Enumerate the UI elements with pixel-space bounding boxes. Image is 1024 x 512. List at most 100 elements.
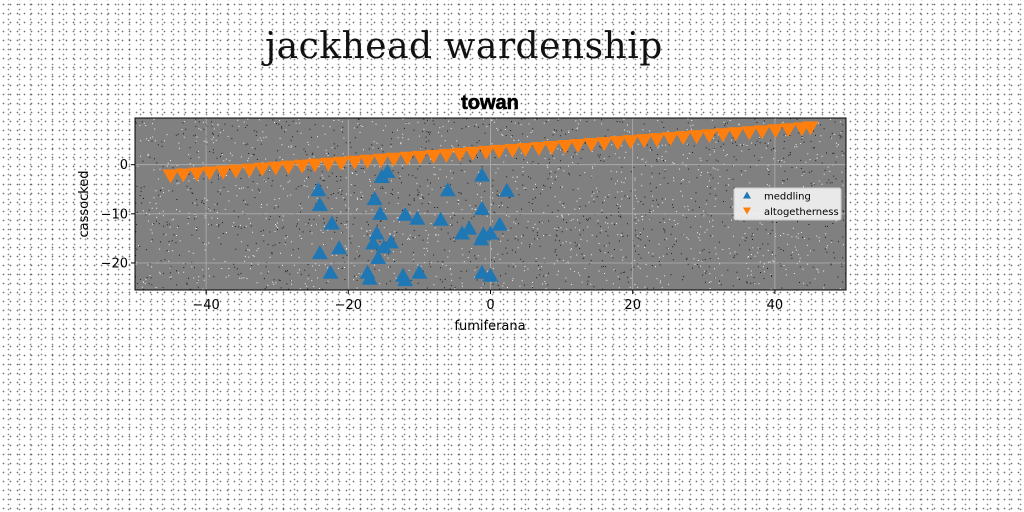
point-altogetherness [385,152,402,167]
point-meddling [370,250,387,265]
legend-marker-altogetherness [743,207,751,215]
point-altogetherness [399,151,416,166]
legend-box [733,187,842,221]
y-tick-label: −10 [101,207,128,222]
point-altogetherness [451,147,468,162]
noise-light [135,118,847,291]
point-altogetherness [359,154,376,169]
point-altogetherness [517,142,534,157]
point-altogetherness [478,145,495,160]
point-altogetherness [162,169,179,184]
y-tick-label: 0 [120,158,128,173]
y-axis-ticks: 0 −10 −20 [101,158,135,271]
point-altogetherness [583,138,600,153]
point-altogetherness [306,158,323,173]
x-tick-label: 20 [624,298,641,313]
point-meddling [366,191,383,206]
point-meddling [473,167,490,182]
point-altogetherness [557,140,574,155]
x-axis-label: fumiferana [454,319,525,334]
point-altogetherness [741,126,758,141]
point-meddling [432,211,449,226]
point-altogetherness [241,163,258,178]
point-altogetherness [175,168,192,183]
point-altogetherness [727,127,744,142]
x-tick-label: 0 [486,298,494,313]
point-altogetherness [491,144,508,159]
point-altogetherness [636,134,653,149]
point-altogetherness [425,149,442,164]
point-meddling [473,264,490,279]
point-altogetherness [622,135,639,150]
point-meddling [365,235,382,250]
point-meddling [379,164,396,179]
point-meddling [473,231,490,246]
point-meddling [409,210,426,225]
plot-noise [135,118,847,291]
point-meddling [491,216,508,231]
point-altogetherness [188,167,205,182]
point-meddling [310,182,327,197]
x-tick-label: −40 [192,298,219,313]
point-altogetherness [543,140,560,155]
point-altogetherness [320,157,337,172]
point-altogetherness [754,125,771,140]
point-altogetherness [530,141,547,156]
point-meddling [411,264,428,279]
legend-marker-meddling [743,191,751,199]
figure-suptitle: jackhead wardenship [265,26,663,67]
point-meddling [311,245,328,260]
point-altogetherness [227,164,244,179]
point-altogetherness [464,146,481,161]
point-meddling [322,264,339,279]
point-meddling [461,220,478,235]
x-axis-ticks: −40 −20 0 20 40 [192,290,783,313]
point-altogetherness [675,131,692,146]
point-altogetherness [714,128,731,143]
legend: meddling altogetherness [733,187,842,221]
point-altogetherness [504,143,521,158]
point-meddling [382,234,399,249]
point-altogetherness [780,123,797,138]
point-altogetherness [333,156,350,171]
point-altogetherness [688,130,705,145]
point-altogetherness [373,153,390,168]
point-altogetherness [294,159,311,174]
x-tick-label: 40 [767,298,784,313]
point-altogetherness [609,136,626,151]
legend-label-altogetherness: altogetherness [764,207,839,218]
point-altogetherness [596,137,613,152]
point-altogetherness [767,124,784,139]
point-meddling [397,206,414,221]
point-meddling [368,225,385,240]
point-meddling [375,239,392,254]
x-tick-label: −20 [335,298,362,313]
point-meddling [361,270,378,285]
point-meddling [397,272,414,287]
point-altogetherness [215,165,232,180]
point-meddling [482,267,499,282]
point-meddling [482,225,499,240]
point-meddling [311,196,328,211]
point-altogetherness [201,166,218,181]
data-marks [162,121,819,287]
point-meddling [372,205,389,220]
point-meddling [323,215,340,230]
point-altogetherness [438,148,455,163]
y-tick-label: −20 [101,256,128,271]
point-meddling [473,200,490,215]
point-altogetherness [701,129,718,144]
point-meddling [498,182,515,197]
point-altogetherness [412,150,429,165]
point-altogetherness [648,133,665,148]
grid-lines [135,118,846,290]
chart-title: towan [461,92,519,114]
legend-label-meddling: meddling [764,192,811,203]
y-axis-label: cassocked [77,170,92,237]
point-altogetherness [569,139,586,154]
point-altogetherness [267,161,284,176]
point-altogetherness [254,162,271,177]
point-altogetherness [280,160,297,175]
point-meddling [331,240,348,255]
